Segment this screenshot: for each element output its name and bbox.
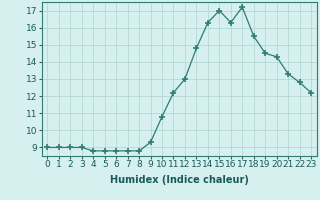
X-axis label: Humidex (Indice chaleur): Humidex (Indice chaleur) [110, 175, 249, 185]
